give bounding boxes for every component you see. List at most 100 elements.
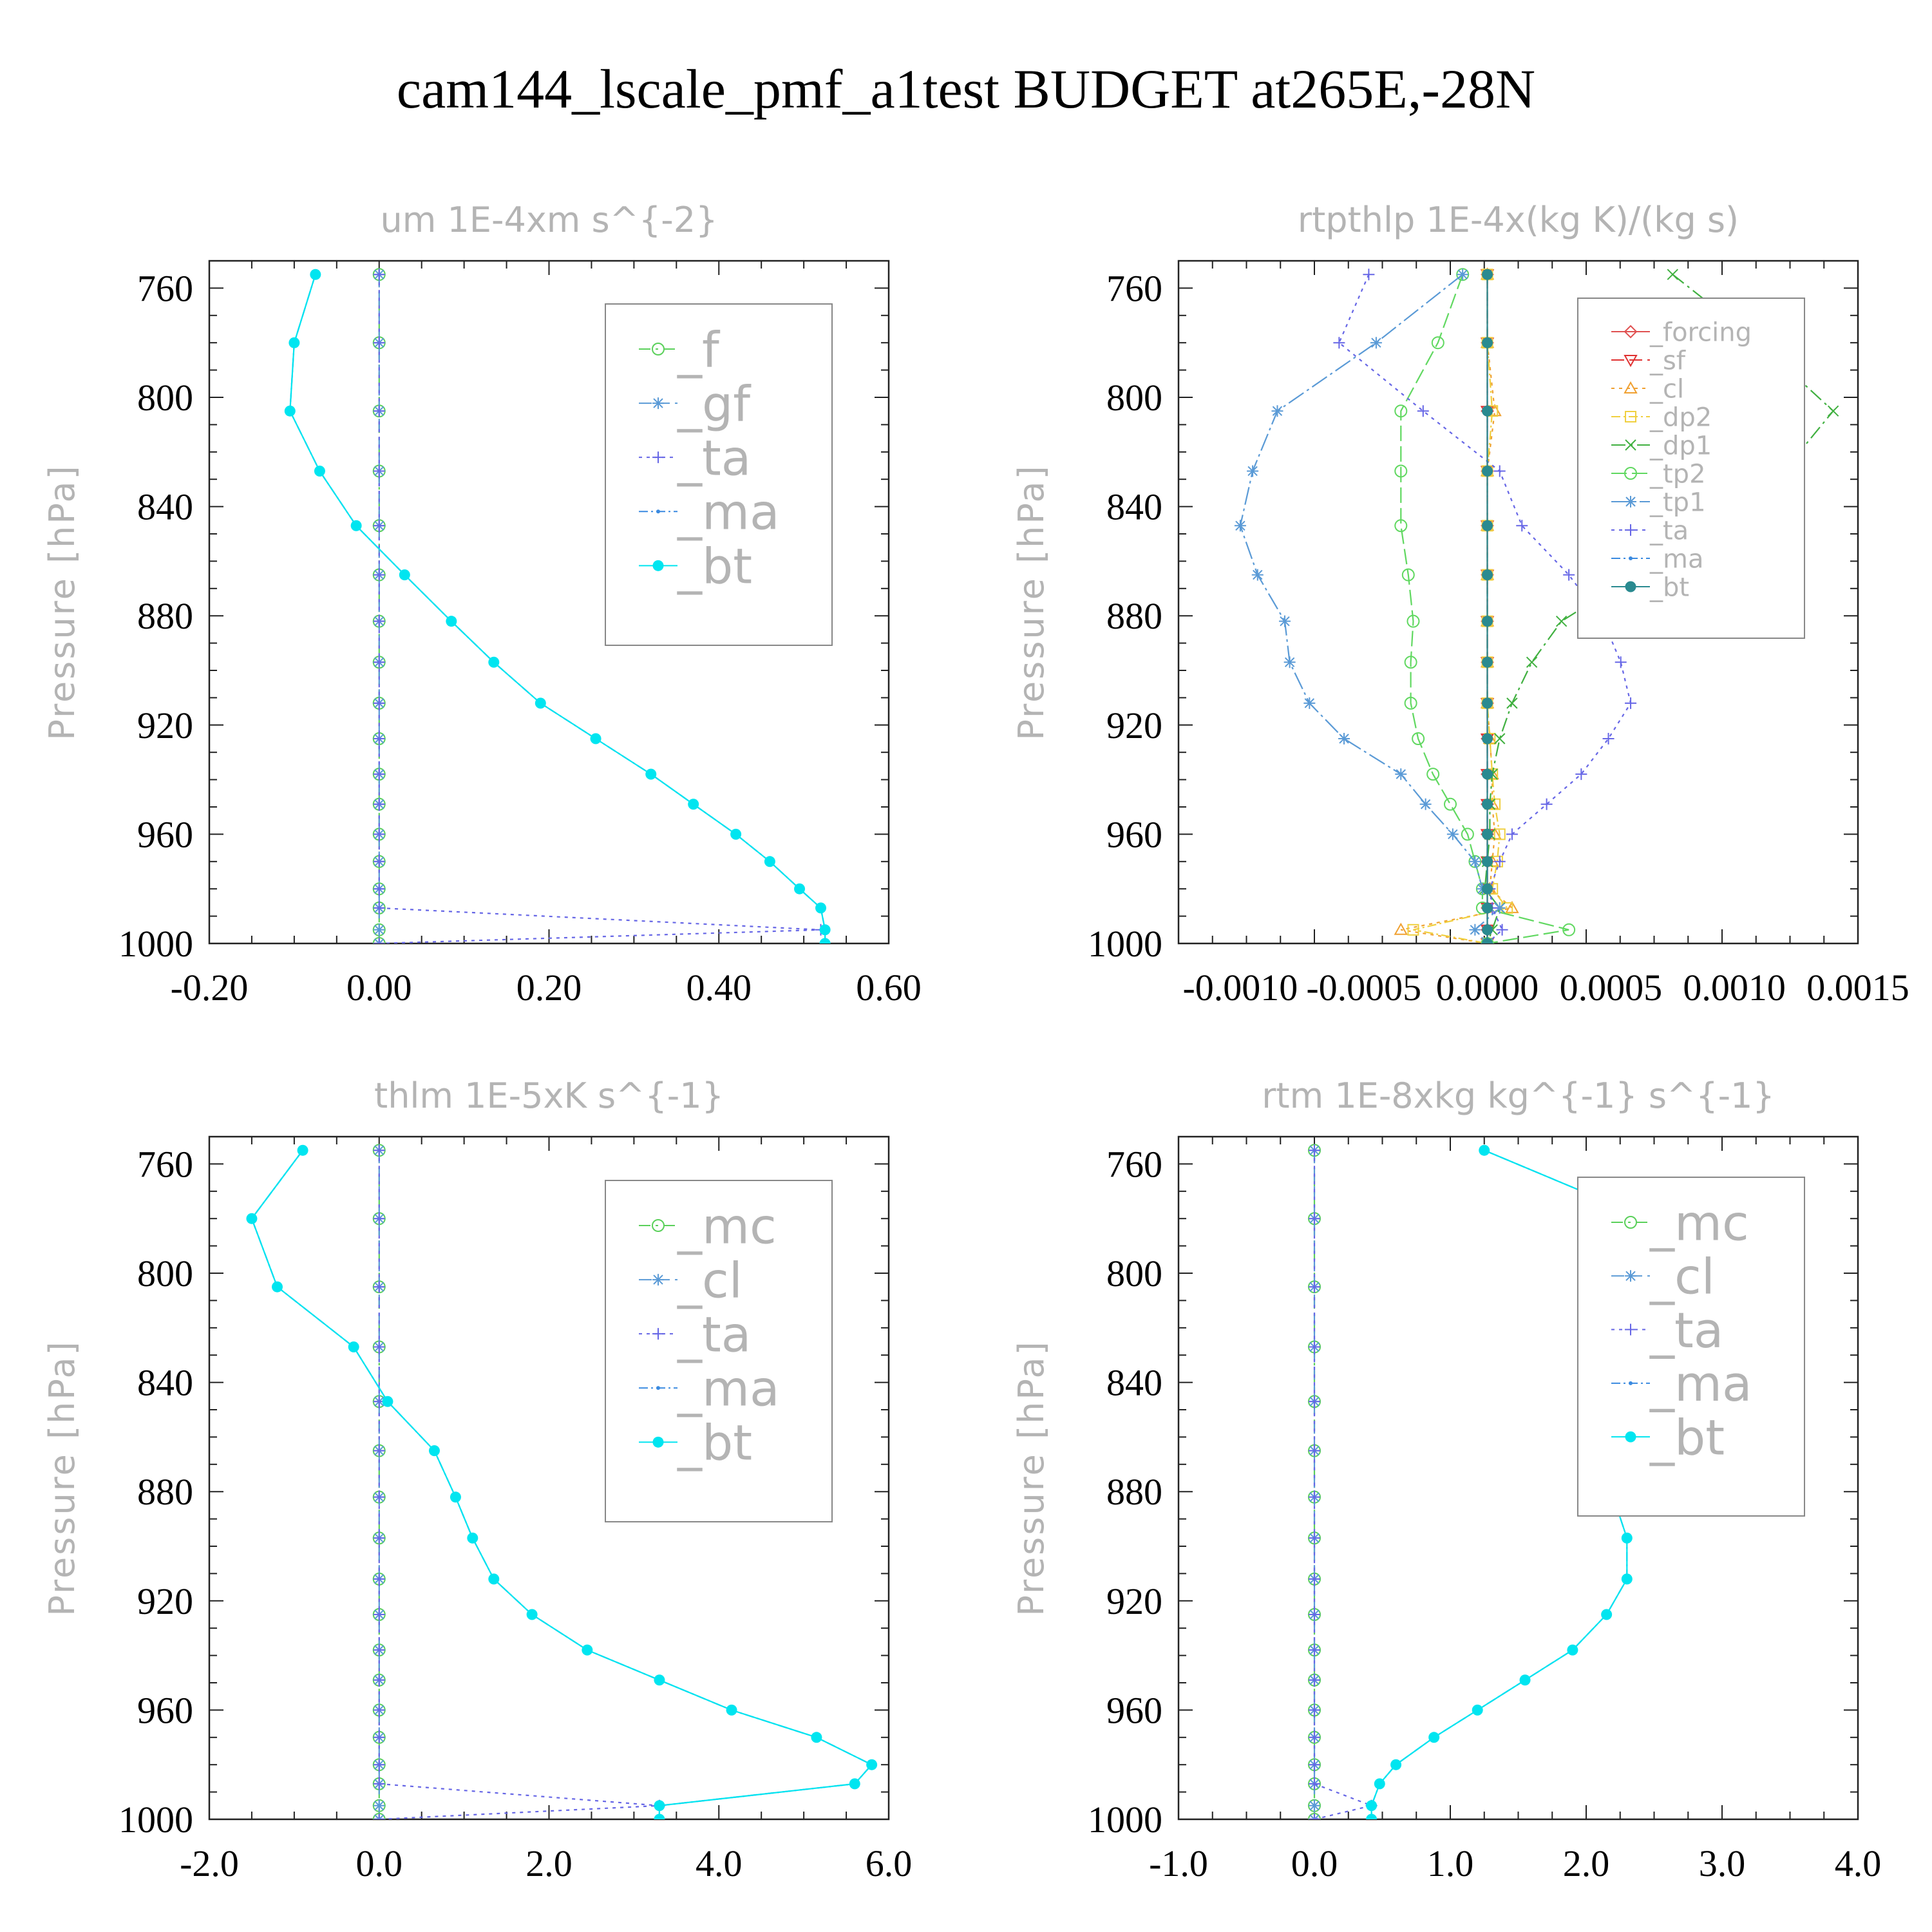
legend-marker [652, 1436, 664, 1448]
data-point [1506, 697, 1518, 709]
data-point [1461, 828, 1474, 841]
y-axis-label: Pressure [hPa] [42, 1340, 82, 1616]
data-point [373, 902, 385, 914]
y-tick-label: 960 [1106, 1689, 1162, 1731]
data-point [1390, 1759, 1402, 1770]
thlm-budget-panel: thlm 1E-5xK s^{-1} Pressure [hPa] 760 800 84… [42, 1075, 912, 1884]
data-point [654, 1800, 665, 1812]
data-point [1562, 923, 1576, 936]
legend-marker [652, 451, 664, 464]
y-tick-label: 840 [1106, 1362, 1162, 1404]
y-tick-label: 800 [1106, 377, 1162, 419]
series-layer [1234, 267, 1839, 943]
data-point [373, 1731, 385, 1743]
y-tick-label: 760 [137, 267, 193, 309]
data-point [582, 1644, 593, 1656]
legend-marker [1624, 467, 1637, 480]
legend-marker [1625, 496, 1636, 507]
data-point [289, 337, 300, 348]
legend-item-bt: _bt [639, 538, 752, 595]
y-axis-label: Pressure [hPa] [1011, 464, 1052, 740]
data-point [373, 1573, 385, 1585]
legend-label: _ta [677, 430, 751, 487]
x-tick-label: 0.0 [1291, 1842, 1338, 1884]
y-tick-label: 920 [137, 705, 193, 746]
y-tick-label: 760 [1106, 1143, 1162, 1185]
data-point [1615, 656, 1627, 668]
data-point [1493, 465, 1506, 477]
data-point [1482, 883, 1493, 895]
y-axis-label: Pressure [hPa] [1011, 1340, 1052, 1616]
data-point [373, 1491, 385, 1503]
data-point [1494, 733, 1506, 744]
data-point [350, 520, 362, 531]
data-point [1309, 1213, 1320, 1225]
legend-item-bt: _bt [1611, 573, 1689, 602]
series-line-dp2 [1413, 274, 1509, 943]
data-point [373, 828, 385, 840]
data-point [1251, 569, 1264, 581]
legend-item-cl: _cl [1611, 1248, 1715, 1305]
legend-item-ta: _ta [639, 1306, 751, 1363]
legend-item-ma: _ma [1611, 544, 1703, 574]
y-tick-label: 920 [137, 1580, 193, 1622]
data-point [373, 1799, 385, 1812]
data-point [246, 1213, 258, 1224]
x-tick-label: -0.0005 [1306, 967, 1421, 1009]
data-point [1482, 697, 1493, 709]
legend-marker [1625, 524, 1636, 536]
y-tick-label: 920 [1106, 705, 1162, 746]
legend-label: _gf [677, 375, 752, 432]
x-tick-label: 6.0 [866, 1842, 913, 1884]
data-point [1283, 656, 1296, 668]
legend-label: _ta [1649, 516, 1689, 545]
y-tick-label: 1000 [1088, 1799, 1162, 1841]
y-tick-label: 1000 [118, 923, 193, 965]
legend-item-f: _f [639, 321, 721, 378]
data-point [1479, 1144, 1490, 1156]
y-tick-label: 800 [137, 377, 193, 419]
data-point [794, 883, 806, 895]
data-point [373, 269, 385, 281]
data-point [1482, 768, 1493, 780]
data-point [654, 1814, 665, 1819]
data-point [1493, 855, 1506, 867]
data-point [1431, 336, 1444, 350]
legend-marker [652, 397, 664, 410]
legend-label: _cl [1649, 374, 1684, 404]
legend: _mc_cl_ta_ma_bt [1577, 1177, 1805, 1517]
legend-marker [652, 560, 664, 571]
data-point [1469, 855, 1481, 867]
data-point [688, 799, 699, 810]
data-point [373, 520, 385, 532]
data-point [1482, 828, 1493, 840]
rtpthlp-budget-panel: rtpthlp 1E-4x(kg K)/(kg s) Pressure [hPa]… [1011, 200, 1909, 1009]
data-point [272, 1281, 283, 1293]
data-point [1309, 1799, 1320, 1812]
data-point [382, 1396, 393, 1407]
data-point [1333, 337, 1345, 349]
y-tick-label: 880 [137, 595, 193, 637]
data-point [1394, 922, 1408, 935]
x-tick-label: 0.0010 [1683, 967, 1786, 1009]
data-point [1338, 733, 1350, 744]
legend-marker [652, 1328, 664, 1340]
y-tick-label: 960 [137, 813, 193, 855]
data-point [1303, 697, 1316, 709]
data-point [1506, 828, 1518, 840]
legend-label: _ma [1649, 544, 1703, 574]
legend-marker [652, 1274, 664, 1286]
data-point [373, 656, 385, 668]
y-tick-label: 880 [1106, 1471, 1162, 1513]
data-point [399, 569, 410, 581]
legend-item-bt: _bt [1611, 1408, 1725, 1466]
data-point [1482, 465, 1493, 477]
x-tick-label: 1.0 [1427, 1842, 1474, 1884]
legend: _forcing_sf_cl_dp2_dp1_tp2_tp1_ta_ma_bt [1577, 298, 1805, 639]
data-point [1482, 856, 1493, 867]
data-point [373, 1644, 385, 1656]
data-point [467, 1532, 478, 1544]
data-point [373, 465, 385, 477]
data-point [849, 1778, 860, 1790]
legend-label: _ta [677, 1306, 751, 1363]
